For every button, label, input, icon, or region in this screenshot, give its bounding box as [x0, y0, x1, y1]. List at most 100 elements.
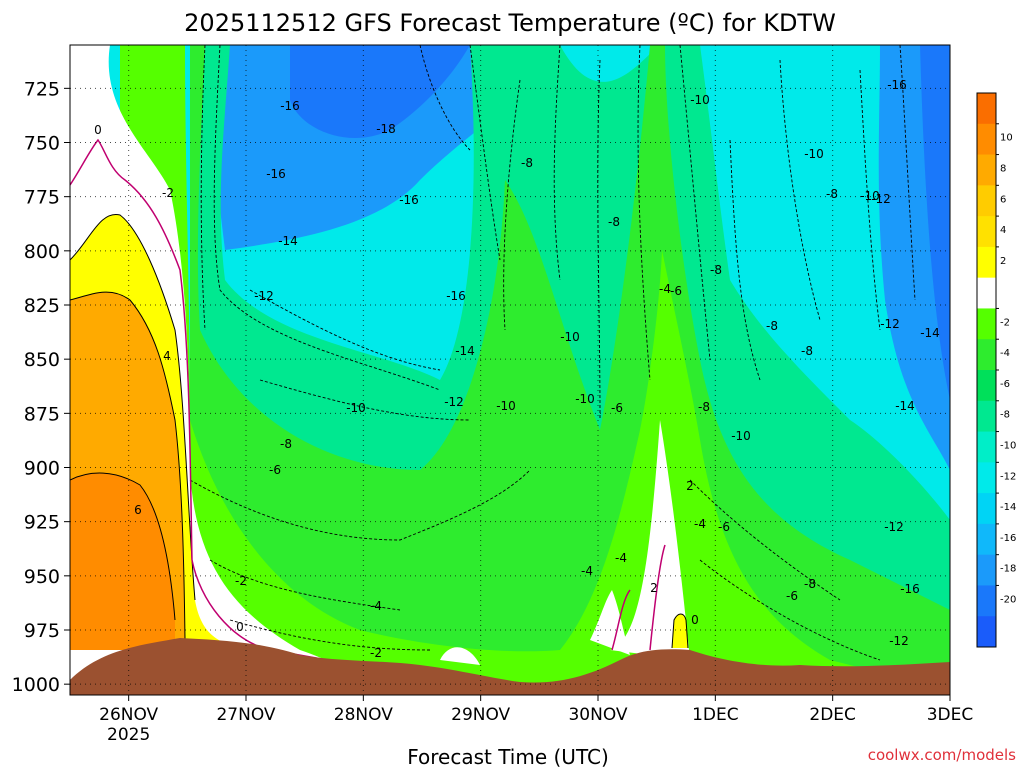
- y-tick-label: 900: [24, 458, 60, 480]
- contour-label: -2: [370, 646, 382, 660]
- contour-label: -14: [278, 234, 298, 248]
- x-tick-label: 1DEC: [692, 705, 739, 725]
- field-midsection-white: [610, 420, 690, 660]
- contour-label: -12: [884, 520, 904, 534]
- contour-label: -8: [804, 577, 816, 591]
- contour-label: -16: [266, 167, 286, 181]
- colorbar-swatch: [977, 462, 996, 494]
- colorbar-label: -4: [1000, 348, 1010, 359]
- colorbar-swatch: [977, 339, 996, 371]
- plot-area: 0-246-20-2-16-18-16-16-14-12-10-8-6-4-16…: [70, 45, 950, 695]
- contour-label: 4: [163, 349, 171, 363]
- y-tick-label: 850: [24, 349, 60, 371]
- contour-label: -16: [887, 78, 907, 92]
- x-tick-label: 28NOV: [334, 705, 393, 725]
- colorbar-swatch: [977, 400, 996, 433]
- contour-label: -10: [804, 147, 824, 161]
- y-tick-label: 1000: [12, 674, 60, 696]
- contour-solid-lines: [70, 214, 689, 649]
- contour-label: 0: [94, 123, 102, 137]
- contour-label: 6: [134, 503, 142, 517]
- contour-label: -10: [690, 93, 710, 107]
- y-tick-label: 750: [24, 133, 60, 155]
- field-warm-dark-orange: [70, 473, 175, 650]
- contour-label: -16: [399, 193, 419, 207]
- colorbar-label: 2: [1000, 256, 1006, 267]
- contour-label: -6: [786, 589, 798, 603]
- x-tick-sublabel: 2025: [107, 725, 150, 745]
- colorbar-label: -8: [1000, 410, 1010, 421]
- colorbar-swatch: [977, 308, 996, 340]
- colorbar-label: -14: [1000, 502, 1016, 513]
- contour-label: -8: [608, 215, 620, 229]
- contour-label: -10: [346, 401, 366, 415]
- y-axis: 725 750 775 800 825 850 875 900 925 950 975 1000: [12, 78, 70, 696]
- contour-label: -8: [801, 344, 813, 358]
- colorbar-swatch: [977, 154, 996, 186]
- contour-label: -14: [895, 399, 915, 413]
- contour-label: -8: [826, 187, 838, 201]
- contour-label: -10: [560, 330, 580, 344]
- colorbar-swatch: [977, 246, 996, 279]
- contour-label: -6: [670, 284, 682, 298]
- colorbar-swatch: [977, 216, 996, 248]
- contour-label: -12: [871, 192, 891, 206]
- colorbar-swatch: [977, 370, 996, 402]
- colorbar-label: -2: [1000, 317, 1010, 328]
- y-tick-label: 950: [24, 566, 60, 588]
- colorbar-label: -16: [1000, 533, 1016, 544]
- y-tick-label: 875: [24, 403, 60, 425]
- contour-label: -4: [694, 517, 706, 531]
- colorbar-label: -20: [1000, 594, 1016, 605]
- contour-label: -14: [455, 344, 475, 358]
- credit-text: coolwx.com/models: [868, 746, 1016, 764]
- x-tick-label: 29NOV: [451, 705, 510, 725]
- colorbar-label: -10: [1000, 440, 1016, 451]
- field-late-white: [440, 590, 630, 665]
- contour-label: -16: [280, 99, 300, 113]
- chart-title: 2025112512 GFS Forecast Temperature (ºC)…: [184, 9, 836, 37]
- colorbar-label: 10: [1000, 133, 1013, 144]
- field-upper-deep-blue: [290, 45, 470, 139]
- colorbar-label: 8: [1000, 163, 1006, 174]
- colorbar-swatch: [977, 93, 996, 125]
- contour-label: -4: [615, 551, 627, 565]
- colorbar-label: -6: [1000, 379, 1010, 390]
- contour-label: 0: [691, 613, 699, 627]
- y-tick-label: 775: [24, 187, 60, 209]
- contour-label: -4: [581, 564, 593, 578]
- contour-label: -2: [162, 186, 174, 200]
- contour-label: 2: [650, 581, 658, 595]
- colorbar-swatch: [977, 585, 996, 617]
- colorbar-swatch: [977, 554, 996, 586]
- y-tick-label: 825: [24, 295, 60, 317]
- contour-label: -8: [280, 437, 292, 451]
- contour-label: -12: [254, 289, 274, 303]
- contour-label: -16: [900, 582, 920, 596]
- colorbar-swatch: [977, 123, 996, 156]
- field-medium-green: [190, 45, 950, 695]
- y-tick-label: 975: [24, 620, 60, 642]
- contour-label: -10: [860, 189, 880, 203]
- contour-label: -14: [920, 326, 940, 340]
- x-tick-label: 26NOV: [99, 705, 158, 725]
- contour-labels: 0-246-20-2-16-18-16-16-14-12-10-8-6-4-16…: [94, 78, 940, 660]
- contour-label: -10: [575, 392, 595, 406]
- colorbar: 10 8 6 4 2 -2 -4 -6 -8 -10 -12 -14 -16 -18 -20: [976, 92, 1016, 648]
- contour-label: -10: [731, 429, 751, 443]
- x-tick-label: 3DEC: [927, 705, 974, 725]
- contour-label: -16: [446, 289, 466, 303]
- x-tick-label: 27NOV: [216, 705, 275, 725]
- grid-lines: [70, 45, 950, 695]
- contour-label: 0: [236, 620, 244, 634]
- contour-label: -8: [521, 156, 533, 170]
- contour-label: -4: [659, 282, 671, 296]
- contour-label: 2: [686, 479, 694, 493]
- colorbar-label: 4: [1000, 225, 1006, 236]
- colorbar-label: 6: [1000, 194, 1006, 205]
- y-tick-label: 925: [24, 512, 60, 534]
- colorbar-swatch: [977, 523, 996, 556]
- colorbar-swatch: [977, 277, 996, 309]
